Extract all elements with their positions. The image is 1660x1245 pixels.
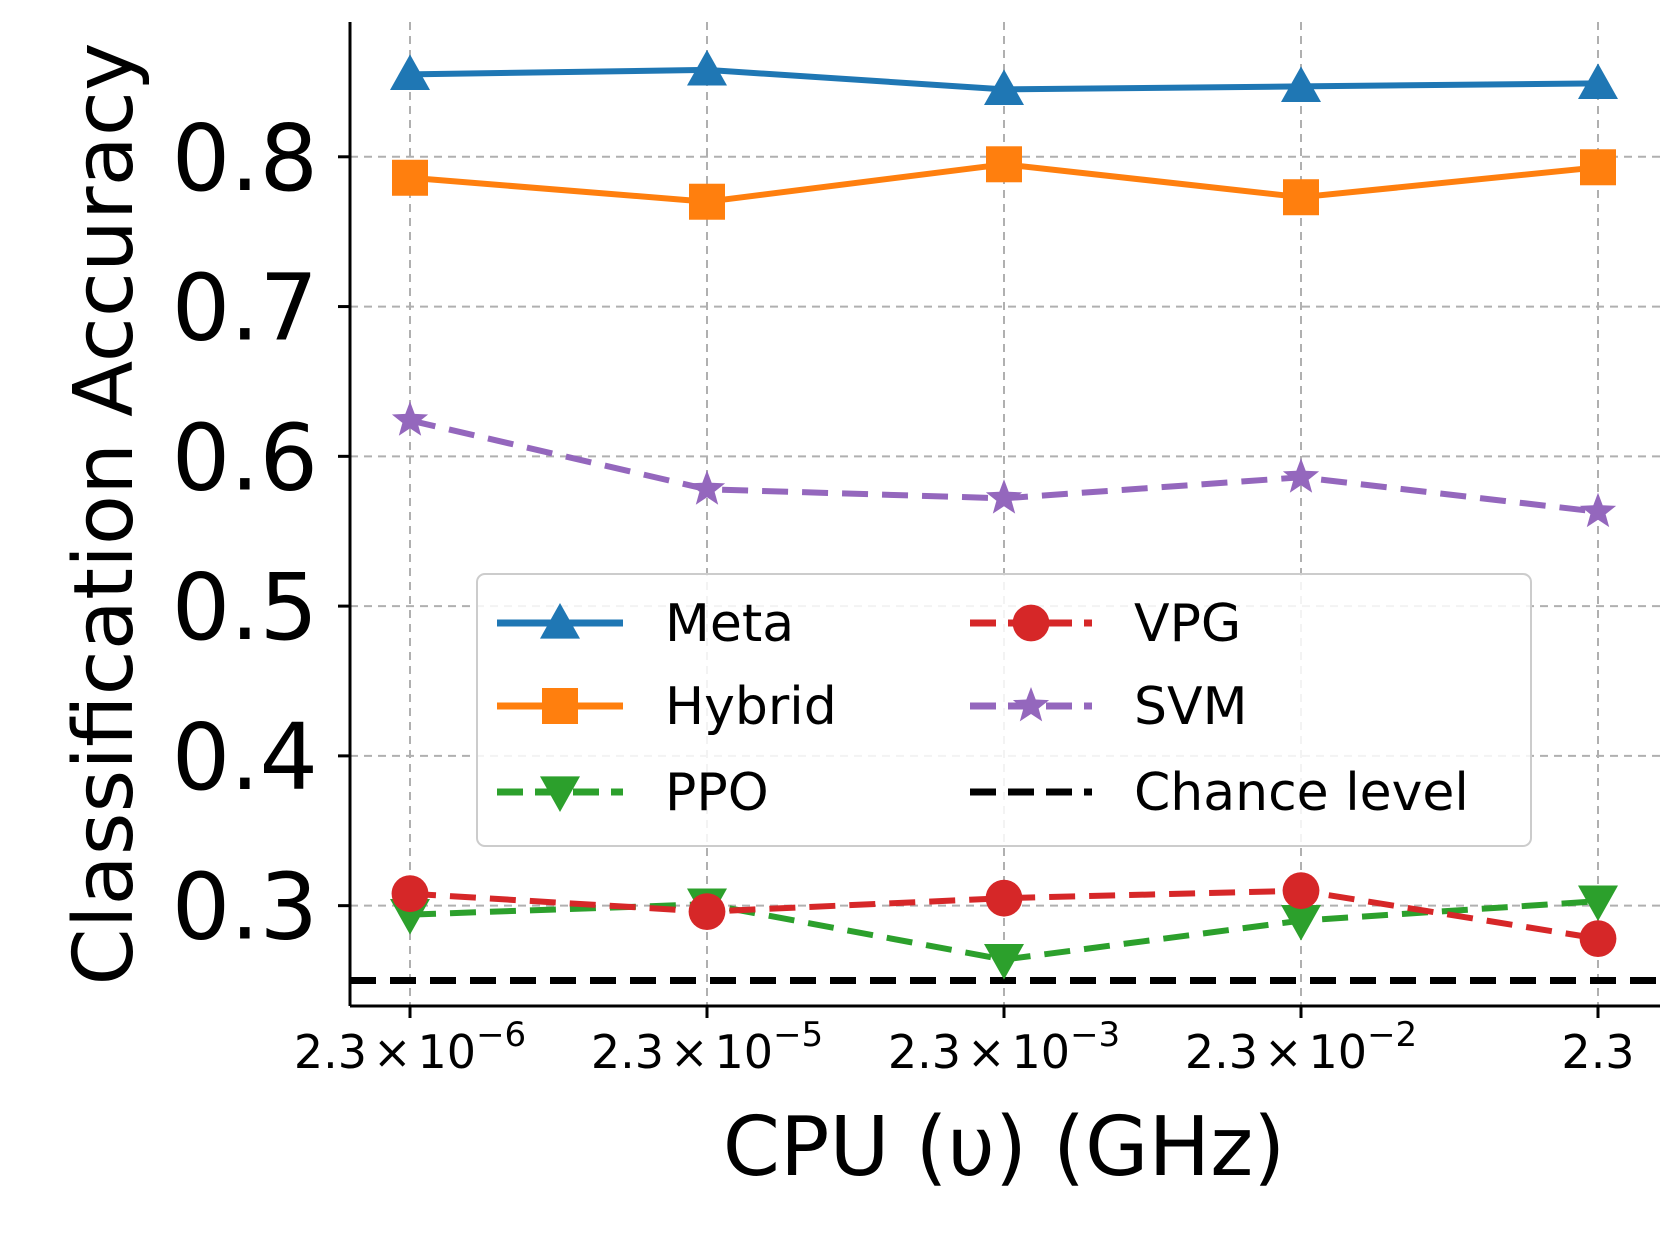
point-ppo [1578, 885, 1618, 922]
legend-swatch-marker [1012, 687, 1050, 722]
series-svm [391, 401, 1617, 528]
point-hybrid [392, 159, 428, 196]
legend-label: Chance level [1134, 763, 1469, 823]
x-tick-label: 2.3 × 10−2 [1185, 1015, 1417, 1079]
legend-swatch-marker [1012, 604, 1050, 642]
legend-swatch-marker [542, 688, 578, 724]
legend-label: SVM [1134, 677, 1247, 737]
legend: Meta Hybrid PPO VPG SVM Chance level [476, 573, 1532, 847]
x-axis-label: CPU (υ) (GHz) [723, 1100, 1286, 1195]
y-axis-label: Classification Accuracy [57, 43, 152, 986]
point-meta [687, 49, 727, 86]
series-meta [390, 49, 1618, 105]
point-svm [1579, 492, 1617, 528]
point-meta [390, 54, 430, 91]
x-tick-label: 2.3 × 10−5 [591, 1015, 823, 1079]
point-ppo [984, 943, 1024, 980]
legend-label: Meta [665, 594, 794, 654]
point-hybrid [1580, 149, 1616, 186]
series-hybrid [392, 146, 1616, 220]
point-hybrid [1283, 179, 1319, 216]
y-tick-label: 0.8 [172, 105, 318, 212]
y-tick-label: 0.7 [172, 255, 318, 362]
legend-frame [476, 573, 1532, 847]
x-tick-label: 2.3 [1561, 1025, 1634, 1079]
legend-item-svm: SVM [970, 677, 1247, 737]
point-meta [1281, 66, 1321, 103]
point-svm [391, 401, 429, 436]
point-hybrid [986, 146, 1022, 183]
legend-swatch-marker [540, 776, 580, 812]
point-svm [1282, 458, 1320, 493]
point-vpg [688, 893, 726, 931]
legend-swatch-marker [540, 603, 580, 639]
legend-item-ppo: PPO [497, 763, 769, 823]
y-tick-label: 0.5 [172, 554, 318, 661]
legend-label: PPO [665, 763, 769, 823]
legend-item-meta: Meta [497, 594, 794, 654]
point-svm [985, 479, 1023, 514]
point-ppo [1281, 905, 1321, 941]
point-vpg [985, 879, 1023, 917]
point-vpg [391, 875, 429, 913]
legend-label: Hybrid [665, 677, 837, 737]
series-vpg [391, 872, 1617, 958]
legend-item-chance-level: Chance level [970, 763, 1469, 823]
series-group [350, 49, 1660, 985]
point-svm [688, 470, 726, 505]
point-hybrid [689, 183, 725, 220]
y-tick-label: 0.6 [172, 404, 318, 511]
y-tick-label: 0.4 [172, 704, 318, 811]
point-vpg [1282, 872, 1320, 910]
legend-label: VPG [1134, 594, 1241, 654]
tick-labels: 0.3 0.4 0.5 0.6 0.7 0.8 2.3 × 10−6 2.3 × 10−5 2.3 × 10… [172, 105, 1635, 1079]
x-tick-label: 2.3 × 10−3 [888, 1015, 1120, 1079]
point-vpg [1579, 920, 1617, 958]
x-tick-label: 2.3 × 10−6 [294, 1015, 526, 1079]
y-tick-label: 0.3 [172, 854, 318, 961]
point-meta [984, 69, 1024, 105]
legend-item-hybrid: Hybrid [497, 677, 837, 737]
point-meta [1578, 63, 1618, 100]
legend-item-vpg: VPG [970, 594, 1241, 654]
